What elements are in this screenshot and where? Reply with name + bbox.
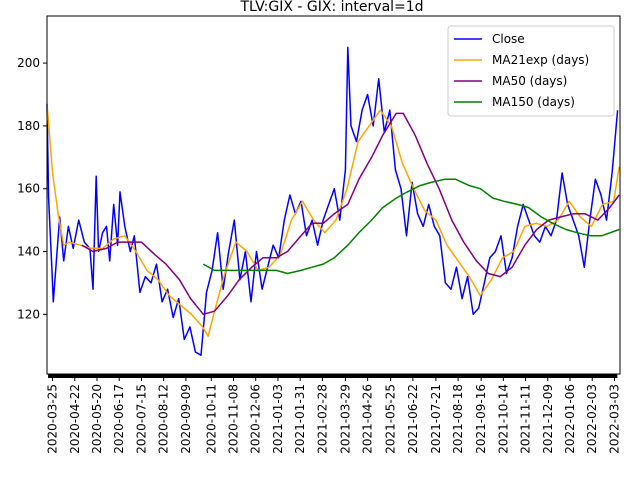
x-tick-label: 2021-03-29: [338, 384, 352, 454]
x-tick-label: 2021-02-28: [315, 384, 329, 454]
legend: Close MA21exp (days) MA50 (days) MA150 (day…: [447, 25, 615, 117]
x-tick-label: 2020-09-09: [179, 384, 193, 454]
legend-entry-0: Close: [492, 32, 525, 46]
x-tick-label: 2022-01-06: [563, 384, 577, 454]
y-tick-label: 180: [17, 119, 40, 133]
legend-entry-2: MA50 (days): [492, 74, 567, 88]
x-tick-label: 2021-07-21: [429, 384, 443, 454]
x-tick-label: 2020-10-11: [204, 384, 218, 454]
series-line-0: [46, 46, 619, 356]
x-tick-label: 2022-03-03: [607, 384, 621, 454]
x-tick-label: 2021-01-03: [271, 384, 285, 454]
plot-area: 120 140 160 180 200 2020-03-25 2020-04-22 2020-…: [17, 15, 621, 454]
x-tick-label: 2020-03-25: [46, 384, 60, 454]
legend-entry-1: MA21exp (days): [492, 53, 589, 67]
y-tick-label: 160: [17, 182, 40, 196]
chart-title: TLV:GIX - GIX: interval=1d: [239, 0, 423, 15]
series-line-1: [46, 103, 620, 338]
y-tick-label: 120: [17, 307, 40, 321]
x-tick-label: 2020-07-15: [134, 384, 148, 454]
series-line-2: [81, 112, 620, 316]
x-minor-ticks: [48, 374, 618, 378]
series-line-3: [202, 178, 620, 275]
x-tick-label: 2021-06-22: [406, 384, 420, 454]
x-tick-label: 2021-10-14: [496, 384, 510, 454]
y-tick-label: 200: [17, 56, 40, 70]
x-tick-label: 2020-08-12: [157, 384, 171, 454]
y-tick-label: 140: [17, 245, 40, 259]
x-tick-label: 2021-05-25: [384, 384, 398, 454]
x-tick-label: 2020-04-22: [68, 384, 82, 454]
legend-entry-3: MA150 (days): [492, 95, 575, 109]
x-tick-label: 2021-12-09: [541, 384, 555, 454]
x-tick-label: 2020-06-17: [112, 384, 126, 454]
x-tick-label: 2021-08-18: [451, 384, 465, 454]
x-tick-label: 2022-02-03: [585, 384, 599, 454]
x-tick-label: 2020-05-20: [90, 384, 104, 454]
x-tick-label: 2021-04-26: [361, 384, 375, 454]
x-tick-label: 2021-11-11: [519, 384, 533, 454]
x-tick-label: 2020-11-08: [227, 384, 241, 454]
legend-box: [447, 25, 615, 117]
x-tick-label: 2020-12-06: [249, 384, 263, 454]
x-tick-label: 2021-01-31: [293, 384, 307, 454]
x-tick-label: 2021-09-16: [474, 384, 488, 454]
